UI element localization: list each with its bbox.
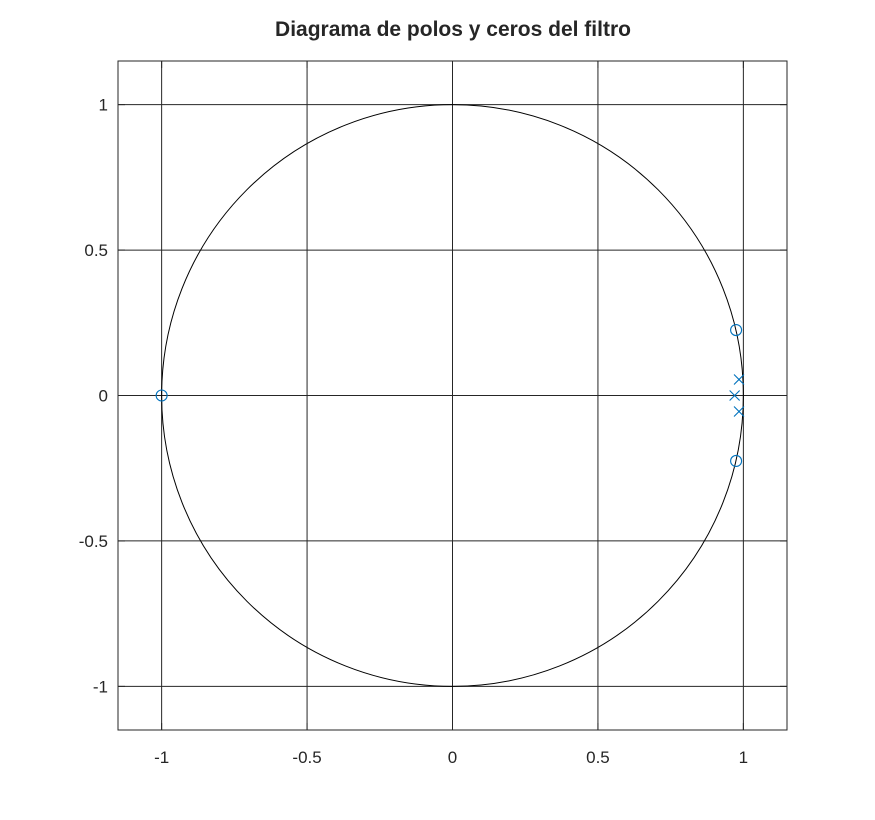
unit-circle [161, 104, 744, 687]
x-tick-label: 0 [448, 748, 457, 767]
pole-zero-markers [155, 324, 745, 467]
y-tick-label: 0 [99, 387, 108, 406]
grid-lines [118, 61, 787, 730]
y-tick-label: -0.5 [79, 532, 108, 551]
pole-marker-stroke [729, 390, 741, 401]
y-tick-label: 0.5 [84, 241, 108, 260]
y-tick-label: 1 [99, 96, 108, 115]
tick-labels: -1 -0.5 0 0.5 1 -1 -0.5 0 0.5 1 [79, 96, 748, 767]
y-tick-label: -1 [93, 677, 108, 696]
unit-circle-layer [161, 104, 744, 687]
pole-marker-stroke [733, 374, 745, 385]
pole-marker [729, 390, 741, 401]
x-tick-label: 0.5 [586, 748, 610, 767]
chart-title: Diagrama de polos y ceros del filtro [275, 18, 631, 41]
x-tick-label: -1 [154, 748, 169, 767]
pole-marker [733, 406, 745, 417]
axes-box [117, 60, 788, 731]
pole-marker-stroke [733, 406, 745, 417]
zero-marker [155, 389, 168, 402]
zero-marker [730, 324, 743, 337]
x-tick-label: 1 [739, 748, 748, 767]
pole-marker [733, 374, 745, 385]
zero-marker [730, 454, 743, 467]
x-tick-label: -0.5 [292, 748, 321, 767]
